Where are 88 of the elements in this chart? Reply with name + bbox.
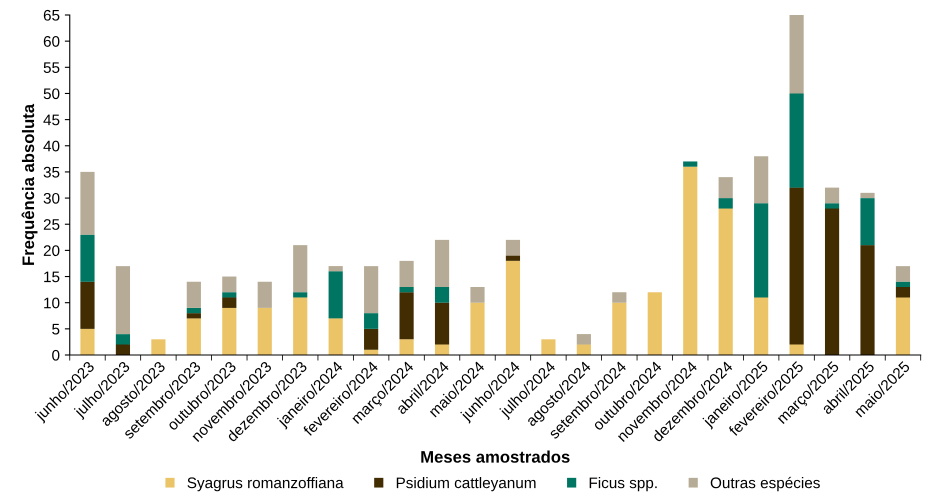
bar — [754, 203, 768, 298]
bar — [824, 208, 840, 355]
bar — [576, 344, 591, 355]
bar — [506, 256, 520, 261]
y-tick-label: 25 — [44, 219, 60, 230]
x-axis-title: Meses amostrados — [421, 450, 570, 463]
bar — [222, 297, 236, 308]
bar — [790, 15, 804, 94]
bar — [896, 266, 910, 282]
bar — [186, 282, 201, 308]
bar — [258, 282, 272, 308]
bar — [754, 156, 768, 204]
bar — [434, 344, 450, 355]
y-tick-label: 50 — [44, 88, 60, 100]
bar — [718, 177, 733, 198]
y-axis-title: Frequência absoluta — [22, 104, 38, 265]
y-tick-label: 15 — [44, 272, 60, 282]
bar — [470, 302, 485, 355]
bar — [470, 287, 485, 303]
y-tick-label: 55 — [44, 62, 60, 73]
bar — [896, 297, 910, 355]
y-tick-label: 60 — [44, 36, 60, 47]
bar — [364, 328, 378, 350]
bar — [222, 308, 236, 355]
bar — [80, 282, 95, 329]
bar — [860, 245, 875, 355]
bar — [364, 266, 378, 314]
bar — [718, 198, 733, 209]
bar — [576, 334, 591, 345]
y-tick-label: 30 — [44, 192, 60, 204]
bar — [151, 339, 166, 355]
bar — [186, 313, 201, 318]
bar — [364, 313, 378, 329]
legend-label: Syagrus romanzoffiana — [187, 477, 344, 492]
y-tick-label: 5 — [52, 324, 60, 335]
bar — [790, 93, 804, 188]
bar — [116, 344, 130, 355]
bar — [506, 260, 520, 355]
bar — [399, 339, 414, 355]
bar — [186, 308, 201, 314]
bar — [612, 292, 626, 303]
bar — [434, 240, 450, 287]
bar — [683, 161, 698, 167]
bar — [896, 282, 910, 287]
bar — [648, 292, 662, 355]
bar — [541, 339, 556, 355]
bar — [896, 287, 910, 298]
bar — [116, 334, 130, 345]
bar — [399, 287, 414, 292]
y-tick-label: 10 — [44, 298, 60, 308]
y-tick-label: 45 — [43, 114, 60, 126]
bar — [80, 172, 95, 235]
bar — [824, 188, 840, 204]
bar — [860, 192, 875, 198]
bar — [434, 302, 450, 345]
bar — [399, 292, 414, 340]
y-tick-label: 20 — [44, 245, 60, 256]
bar — [222, 276, 236, 292]
bar — [222, 292, 236, 298]
bar — [186, 318, 201, 355]
y-tick-label: 40 — [43, 140, 60, 152]
bar — [293, 292, 308, 298]
bar — [328, 318, 343, 355]
bar — [718, 208, 733, 355]
bar — [754, 297, 768, 355]
bar — [612, 302, 626, 355]
bar — [80, 328, 95, 355]
y-tick-label: 65 — [44, 10, 60, 21]
bar — [399, 260, 414, 287]
legend-label: Psidium cattleyanum — [396, 477, 536, 492]
bar — [328, 266, 343, 272]
bar — [293, 245, 308, 292]
bar — [824, 203, 840, 209]
bar — [116, 266, 130, 334]
bar — [80, 234, 95, 282]
bar — [506, 240, 520, 256]
bar — [293, 297, 308, 355]
bar — [790, 188, 804, 345]
bar — [328, 271, 343, 318]
bar — [790, 344, 804, 355]
legend-label: Outras espécies — [710, 476, 820, 492]
y-tick-label: 35 — [44, 166, 60, 178]
bar — [434, 287, 450, 303]
bar — [258, 308, 272, 355]
y-tick-label: 0 — [52, 350, 60, 361]
bar — [683, 166, 698, 355]
legend-label: Ficus spp. — [590, 477, 657, 492]
bar — [860, 198, 875, 246]
